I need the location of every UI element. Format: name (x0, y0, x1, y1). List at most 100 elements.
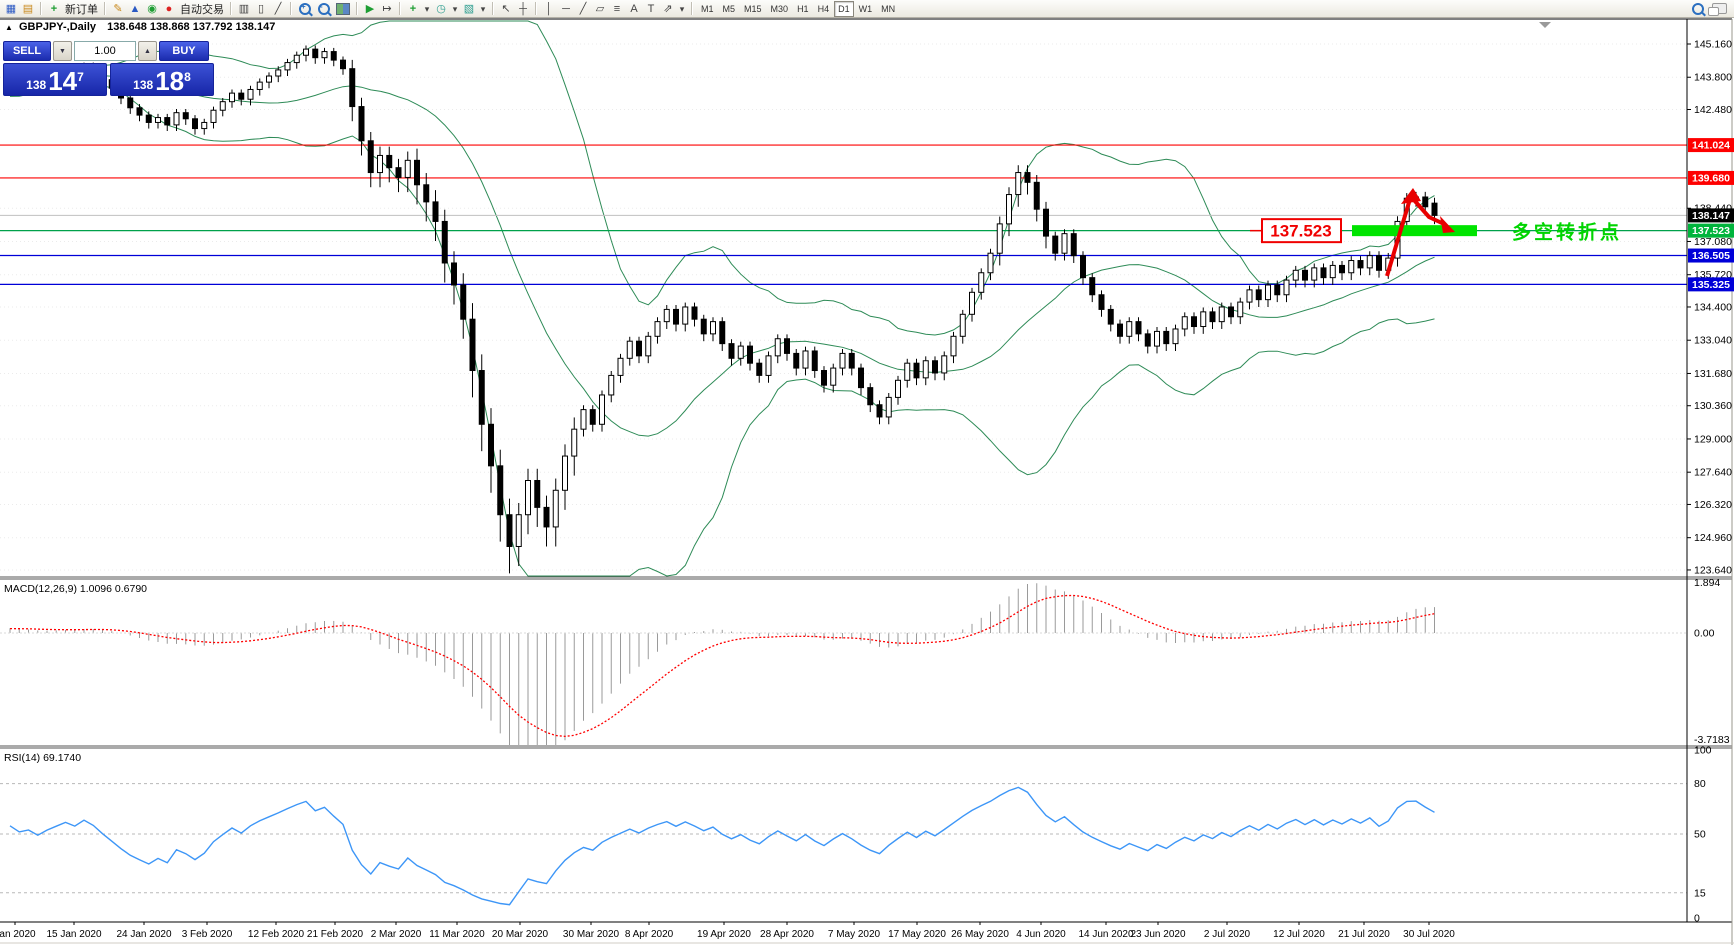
buy-price-panel[interactable]: 138 18 8 (110, 63, 214, 96)
bull-candle (321, 51, 328, 59)
text-icon[interactable]: A (630, 2, 638, 15)
autotrade-dot-icon[interactable]: ● (165, 2, 173, 15)
bull-candle (737, 345, 744, 359)
bull-candle (256, 81, 263, 90)
bull-candle (1200, 311, 1207, 328)
collapse-panel-icon[interactable]: ▲ (5, 23, 13, 32)
signal-icon[interactable]: ◉ (147, 2, 157, 15)
new-order-icon[interactable]: + (50, 2, 58, 15)
bear-candle (1357, 260, 1364, 269)
date-axis-label: 17 May 2020 (888, 929, 946, 940)
bar-chart-icon[interactable]: ▥ (238, 2, 250, 15)
autoscroll-icon[interactable]: ▶ (365, 2, 375, 15)
bull-candle (247, 88, 254, 100)
window-icon[interactable]: ▦ (5, 2, 17, 15)
timeframe-button-m30[interactable]: M30 (770, 3, 789, 14)
bear-candle (1191, 316, 1197, 328)
price-annotation-box[interactable] (1261, 218, 1342, 244)
bull-candle (1061, 233, 1068, 254)
templates-icon[interactable]: ▧ (463, 2, 475, 15)
crayon-icon[interactable]: ✎ (113, 2, 123, 15)
bull-candle (774, 338, 781, 357)
zoom-out-icon[interactable]: - (318, 2, 330, 15)
templates-caret-icon[interactable]: ▾ (480, 3, 486, 14)
bear-candle (747, 345, 753, 364)
bull-candle (562, 455, 568, 491)
buy-button[interactable]: BUY (159, 41, 209, 61)
chart-shift-icon[interactable]: ↦ (382, 2, 392, 15)
bear-candle (1144, 333, 1151, 347)
bull-candle (1006, 194, 1012, 225)
tile-windows-icon[interactable] (336, 2, 350, 15)
market-watch-icon[interactable]: ▤ (22, 2, 34, 15)
timeframe-button-m5[interactable]: M5 (722, 3, 736, 14)
sell-price-panel[interactable]: 138 14 7 (3, 63, 107, 96)
indicators-caret-icon[interactable]: ▾ (424, 3, 430, 14)
volume-up-button[interactable]: ▲ (138, 41, 157, 61)
indicators-icon[interactable]: + (409, 2, 417, 15)
bear-candle (543, 506, 550, 528)
timeframe-button-m15[interactable]: M15 (744, 3, 762, 14)
bear-candle (136, 107, 143, 116)
bull-candle (580, 409, 587, 430)
chart-canvas[interactable]: 137.523 多空转折点 MACD(12,26,9) 1.0096 0.6790 R… (0, 18, 1734, 945)
timeframe-button-h1[interactable]: H1 (797, 3, 809, 14)
bull-candle (922, 360, 929, 379)
bull-candle (266, 75, 272, 83)
text-label-icon[interactable]: T (647, 2, 655, 15)
vline-icon[interactable]: │ (545, 2, 553, 15)
chat-icon[interactable] (1708, 3, 1727, 16)
arrows-caret-icon[interactable]: ▾ (679, 3, 685, 14)
periods-caret-icon[interactable]: ▾ (452, 3, 458, 14)
symbol-header: ▲ GBPJPY-,Daily 138.648 138.868 137.792 … (5, 21, 275, 33)
bear-candle (497, 465, 504, 516)
autotrade-label[interactable]: 自动交易 (180, 3, 224, 16)
candle-chart-icon[interactable]: ▯ (257, 2, 265, 15)
up-arrow[interactable] (1385, 198, 1412, 277)
search-icon[interactable] (1692, 2, 1704, 15)
channel-icon[interactable]: ▱ (595, 2, 605, 15)
down-arrow[interactable] (1412, 198, 1445, 226)
support-zone-bar[interactable] (1352, 225, 1477, 237)
periods-icon[interactable]: ◷ (436, 2, 446, 15)
cursor-icon[interactable]: ↖ (501, 2, 511, 15)
date-axis-label: 8 Apr 2020 (625, 929, 674, 940)
bull-candle (950, 335, 957, 357)
bull-candle (201, 121, 208, 130)
line-chart-icon[interactable]: ╱ (274, 2, 282, 15)
bull-candle (969, 291, 975, 315)
volume-input[interactable]: 1.00 (74, 41, 136, 61)
bull-candle (1154, 330, 1160, 347)
price-line-badge-text: 138.147 (1692, 210, 1730, 222)
timeframe-button-d1[interactable]: D1 (834, 0, 854, 17)
arrows-icon[interactable]: ⇗ (663, 2, 673, 15)
bear-candle (719, 321, 726, 345)
date-axis-label: 30 Mar 2020 (563, 929, 620, 940)
timeframe-button-mn[interactable]: MN (881, 3, 896, 14)
timeframe-button-w1[interactable]: W1 (858, 3, 873, 14)
new-order-label[interactable]: 新订单 (65, 3, 98, 16)
date-axis-label: Jan 2020 (0, 929, 36, 940)
bear-candle (1089, 277, 1096, 296)
bull-candle (1218, 306, 1225, 323)
price-line-badge (1688, 208, 1734, 223)
timeframe-button-h4[interactable]: H4 (817, 3, 830, 14)
volume-down-button[interactable]: ▼ (53, 41, 72, 61)
rsi-axis-label: 15 (1694, 887, 1706, 899)
hline-icon[interactable]: ─ (562, 2, 570, 15)
publish-icon[interactable]: ▲ (129, 2, 141, 15)
rsi-line (9, 786, 1435, 906)
trendline-icon[interactable]: ╱ (579, 2, 587, 15)
zoom-in-icon[interactable]: + (299, 2, 311, 15)
bear-candle (238, 92, 245, 100)
bull-candle (885, 396, 892, 418)
bull-candle (941, 355, 948, 374)
timeframe-button-m1[interactable]: M1 (701, 3, 714, 14)
bull-candle (1311, 267, 1318, 281)
sell-button[interactable]: SELL (3, 41, 51, 61)
fibonacci-icon[interactable]: ≡ (613, 2, 621, 15)
bull-candle (1329, 264, 1336, 279)
bull-candle (904, 362, 911, 381)
bull-candle (1265, 284, 1271, 301)
crosshair-icon[interactable]: ┼ (519, 2, 527, 15)
